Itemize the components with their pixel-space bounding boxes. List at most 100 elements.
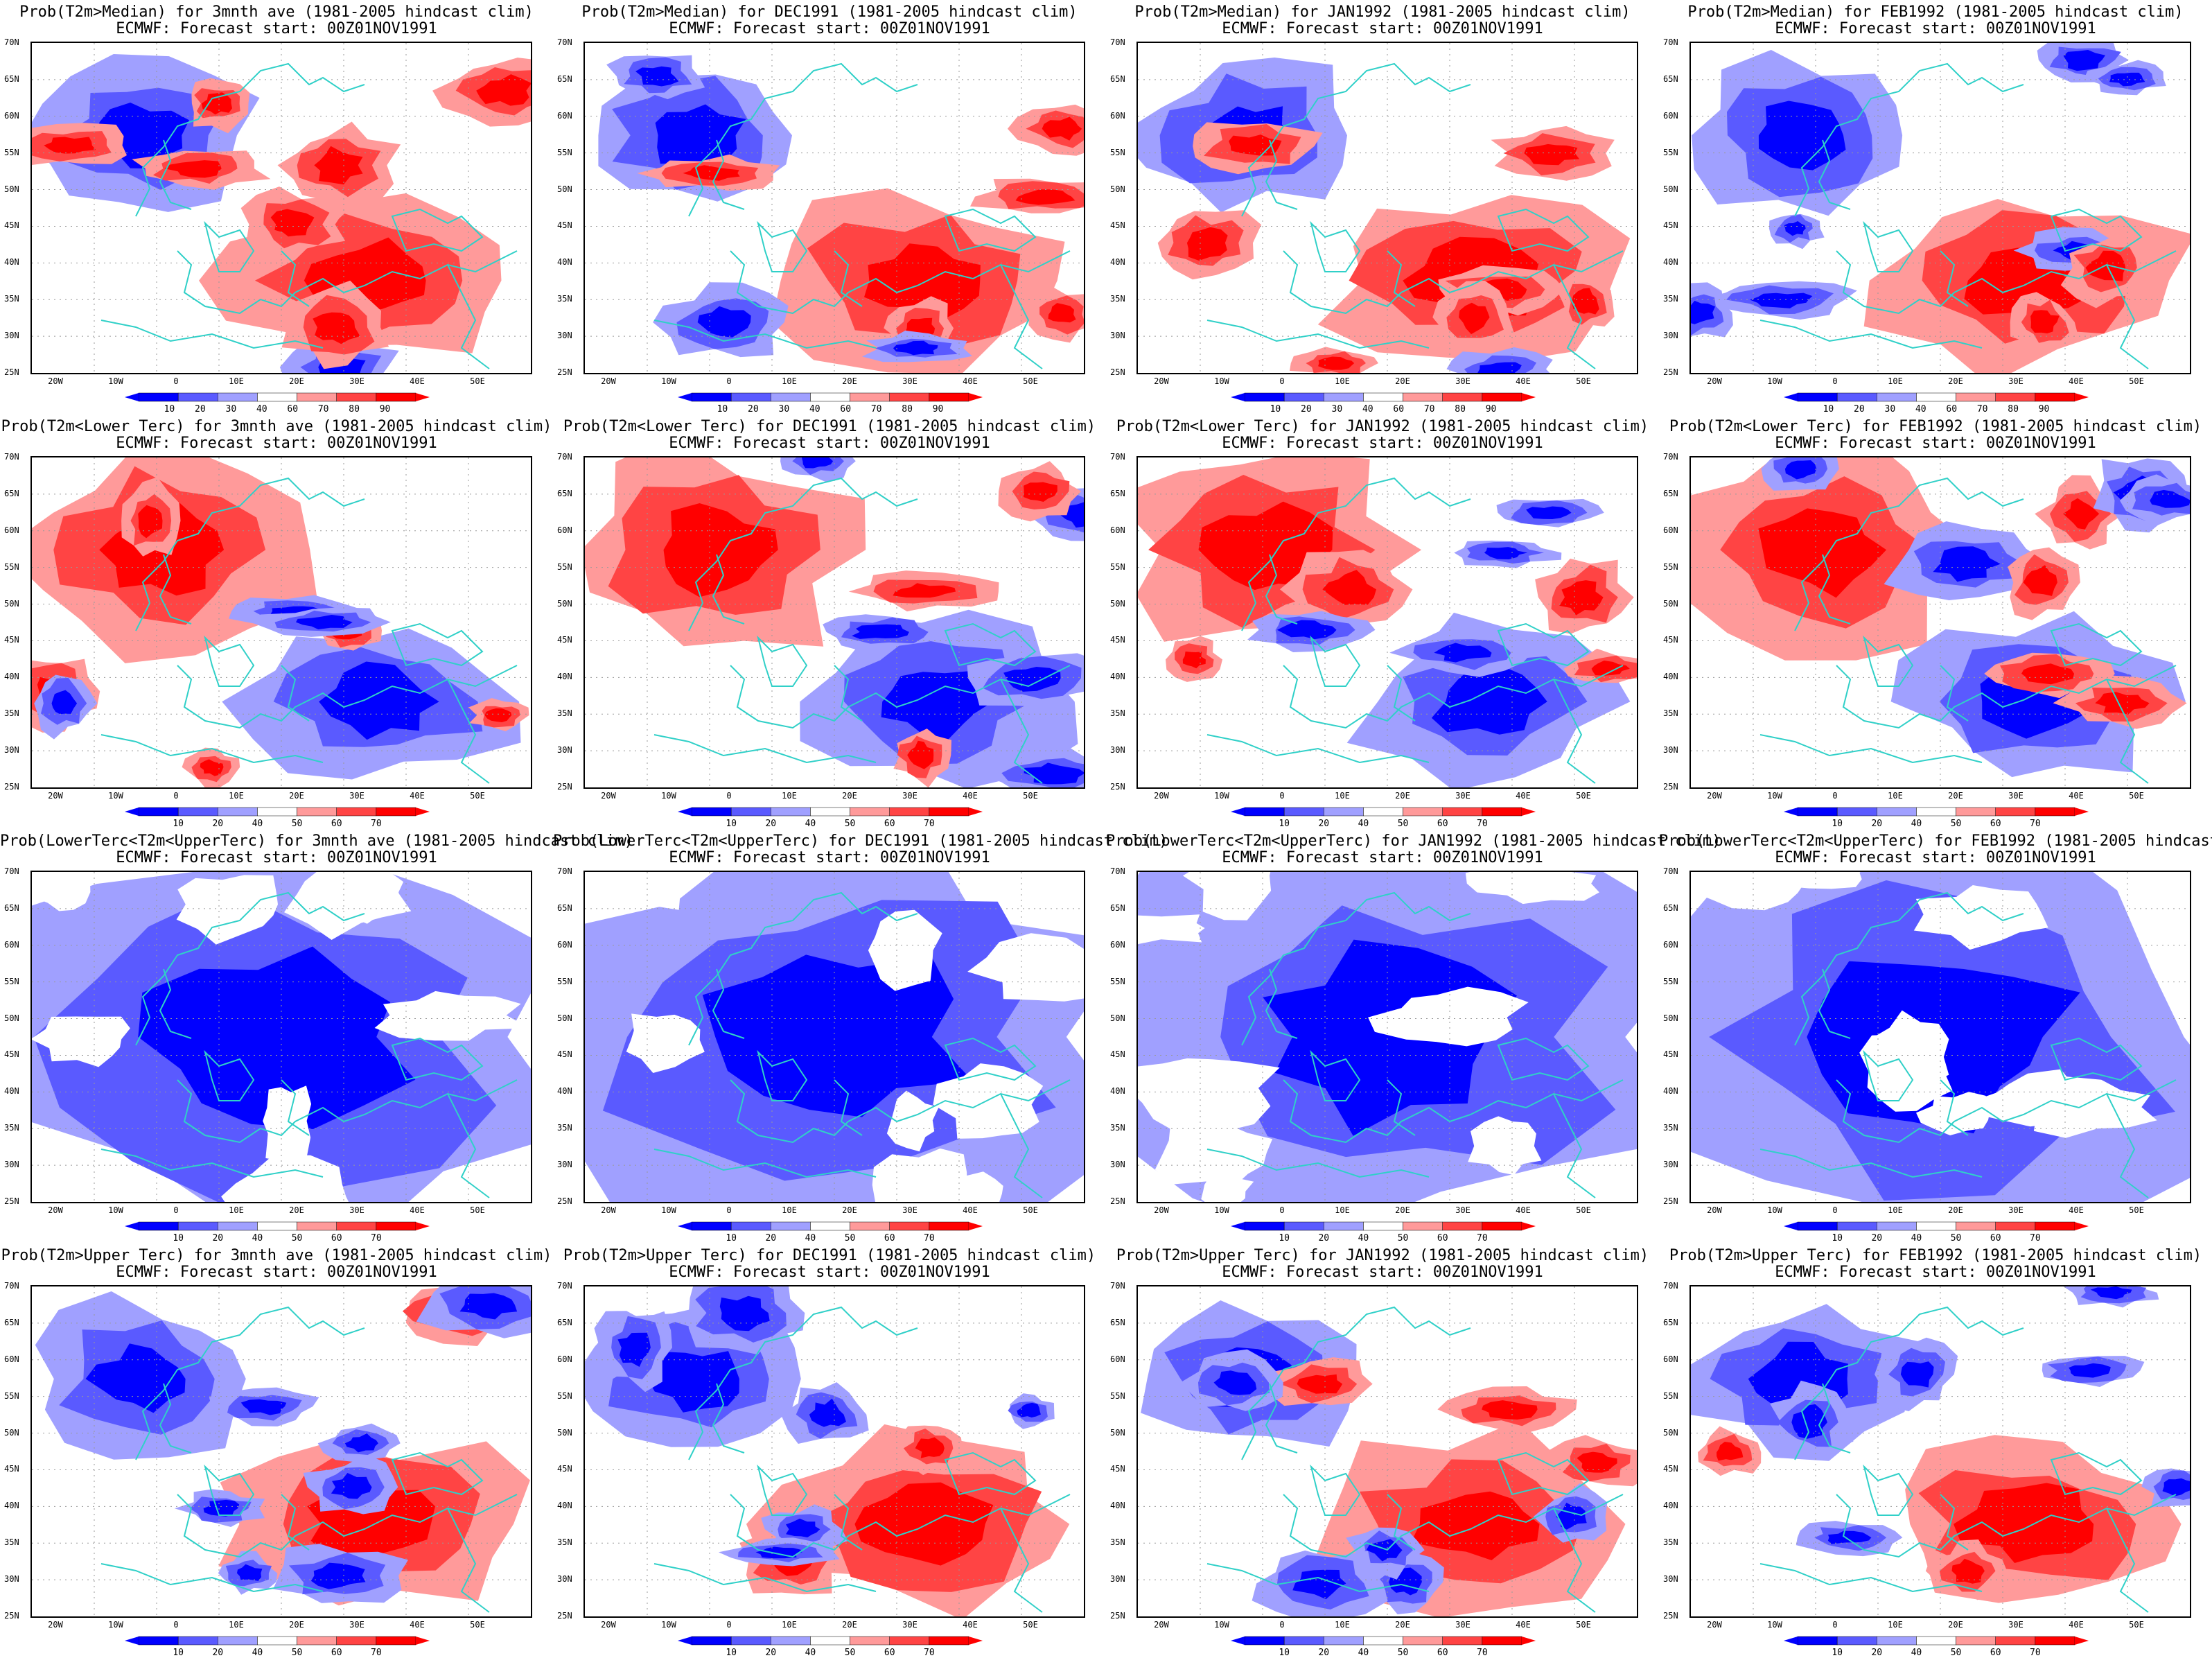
probability-shading	[1717, 1442, 1744, 1461]
panel-title: Prob(LowerTerc<T2m<UpperTerc) for 3mnth …	[0, 832, 633, 850]
forecast-panel: Prob(T2m<Lower Terc) for DEC1991 (1981-2…	[553, 414, 1106, 830]
coastline	[2106, 679, 2149, 784]
probability-shading	[1015, 189, 1076, 205]
colorbar-segment	[691, 392, 732, 402]
lat-label: 65N	[1663, 902, 1678, 913]
map-area	[30, 42, 532, 374]
lat-label: 25N	[1663, 367, 1678, 377]
colorbar-tick-label: 10	[726, 1233, 737, 1244]
colorbar-tick-label: 50	[1397, 819, 1409, 829]
colorbar-tick-label: 60	[1437, 1233, 1448, 1244]
probability-shading	[801, 457, 834, 469]
lat-label: 65N	[557, 488, 572, 498]
lat-label: 35N	[1110, 1123, 1125, 1133]
lat-label: 40N	[557, 672, 572, 682]
lon-label: 30E	[902, 1620, 918, 1630]
colorbar-tick-label: 40	[252, 819, 263, 829]
panel-title: Prob(LowerTerc<T2m<UpperTerc) for JAN199…	[1106, 832, 1721, 850]
probability-shading	[1198, 501, 1333, 591]
lat-label: 35N	[4, 294, 19, 304]
lat-label: 30N	[557, 1574, 572, 1585]
lat-label: 30N	[4, 1160, 19, 1170]
coastline	[1759, 320, 1983, 349]
lon-label: 10E	[1888, 1205, 1903, 1215]
probability-shading	[1524, 143, 1580, 166]
probability-shading	[1827, 1530, 1872, 1544]
map-area	[1136, 456, 1638, 789]
lat-label: 60N	[1663, 110, 1678, 121]
probability-shading	[176, 875, 278, 945]
lat-label: 45N	[4, 220, 19, 231]
colorbar-segment	[177, 807, 218, 817]
colorbar-segment	[1283, 392, 1324, 402]
panel-title: Prob(T2m>Median) for JAN1992 (1981-2005 …	[1134, 3, 1631, 21]
map-canvas	[1691, 43, 2190, 373]
colorbar-segment	[1442, 1221, 1483, 1231]
lat-label: 50N	[4, 1013, 19, 1023]
probability-shading	[344, 872, 404, 924]
colorbar-segment	[810, 1636, 850, 1646]
colorbar-segment	[889, 807, 930, 817]
probability-shading	[786, 1518, 820, 1537]
coastline	[391, 1037, 484, 1081]
lon-label: 10W	[108, 1205, 123, 1215]
colorbar-tick-label: 60	[287, 404, 299, 414]
colorbar-arrow-left	[125, 1637, 139, 1645]
colorbar-segment	[889, 1636, 930, 1646]
lon-label: 40E	[963, 1205, 978, 1215]
coastline	[1283, 1494, 1624, 1558]
lon-label: 40E	[2069, 791, 2084, 801]
probability-shading	[617, 1332, 651, 1367]
coastline	[100, 320, 324, 349]
lon-label: 20E	[289, 376, 304, 386]
coastline	[1206, 734, 1430, 764]
lat-label: 70N	[1663, 866, 1678, 876]
colorbar-arrow-left	[125, 393, 139, 401]
lat-label: 45N	[1663, 1464, 1678, 1474]
coastline	[688, 477, 918, 631]
probability-shading	[85, 1343, 186, 1413]
colorbar-segment	[1916, 1221, 1956, 1231]
coastline	[204, 635, 255, 687]
colorbar-segment	[1482, 1221, 1522, 1231]
lon-label: 40E	[2069, 1205, 2084, 1215]
colorbar-segment	[889, 1221, 930, 1231]
lon-label: 40E	[1516, 376, 1531, 386]
lon-label: 40E	[1516, 1205, 1531, 1215]
coastline	[944, 208, 1037, 252]
probability-shading	[32, 872, 91, 911]
coastline	[447, 264, 490, 369]
lon-label: 50E	[470, 1205, 485, 1215]
lat-label: 65N	[1110, 1317, 1125, 1327]
coastline	[100, 734, 324, 764]
lat-label: 35N	[4, 708, 19, 719]
lat-label: 70N	[557, 866, 572, 876]
colorbar-segment	[691, 1221, 732, 1231]
lon-label: 30E	[349, 791, 365, 801]
panel-subtitle: ECMWF: Forecast start: 00Z01NOV1991	[116, 1264, 437, 1281]
panel-title: Prob(LowerTerc<T2m<UpperTerc) for FEB199…	[1659, 832, 2212, 850]
lat-label: 50N	[1663, 1427, 1678, 1438]
probability-shading	[1465, 872, 1599, 905]
lat-label: 45N	[557, 635, 572, 645]
lon-label: 10W	[108, 1620, 123, 1630]
lon-label: 10W	[661, 376, 676, 386]
forecast-panel: Prob(T2m>Median) for DEC1991 (1981-2005 …	[553, 0, 1106, 414]
lat-label: 70N	[557, 1281, 572, 1291]
coastline	[447, 1093, 490, 1198]
lat-label: 65N	[1110, 902, 1125, 913]
coastline	[1759, 734, 1983, 764]
probability-shading	[1229, 134, 1282, 156]
colorbar	[678, 1636, 983, 1646]
lat-label: 60N	[1110, 110, 1125, 121]
forecast-panel: Prob(T2m>Upper Terc) for DEC1991 (1981-2…	[553, 1244, 1106, 1658]
lon-label: 20E	[842, 791, 857, 801]
lat-label: 70N	[557, 452, 572, 462]
colorbar-segment	[1995, 1221, 2036, 1231]
colorbar-tick-label: 60	[331, 1648, 342, 1658]
lat-label: 60N	[1663, 525, 1678, 535]
lon-label: 40E	[410, 376, 425, 386]
colorbar-tick-label: 50	[291, 1233, 303, 1244]
coastline	[1553, 679, 1596, 784]
coastline	[712, 554, 745, 625]
